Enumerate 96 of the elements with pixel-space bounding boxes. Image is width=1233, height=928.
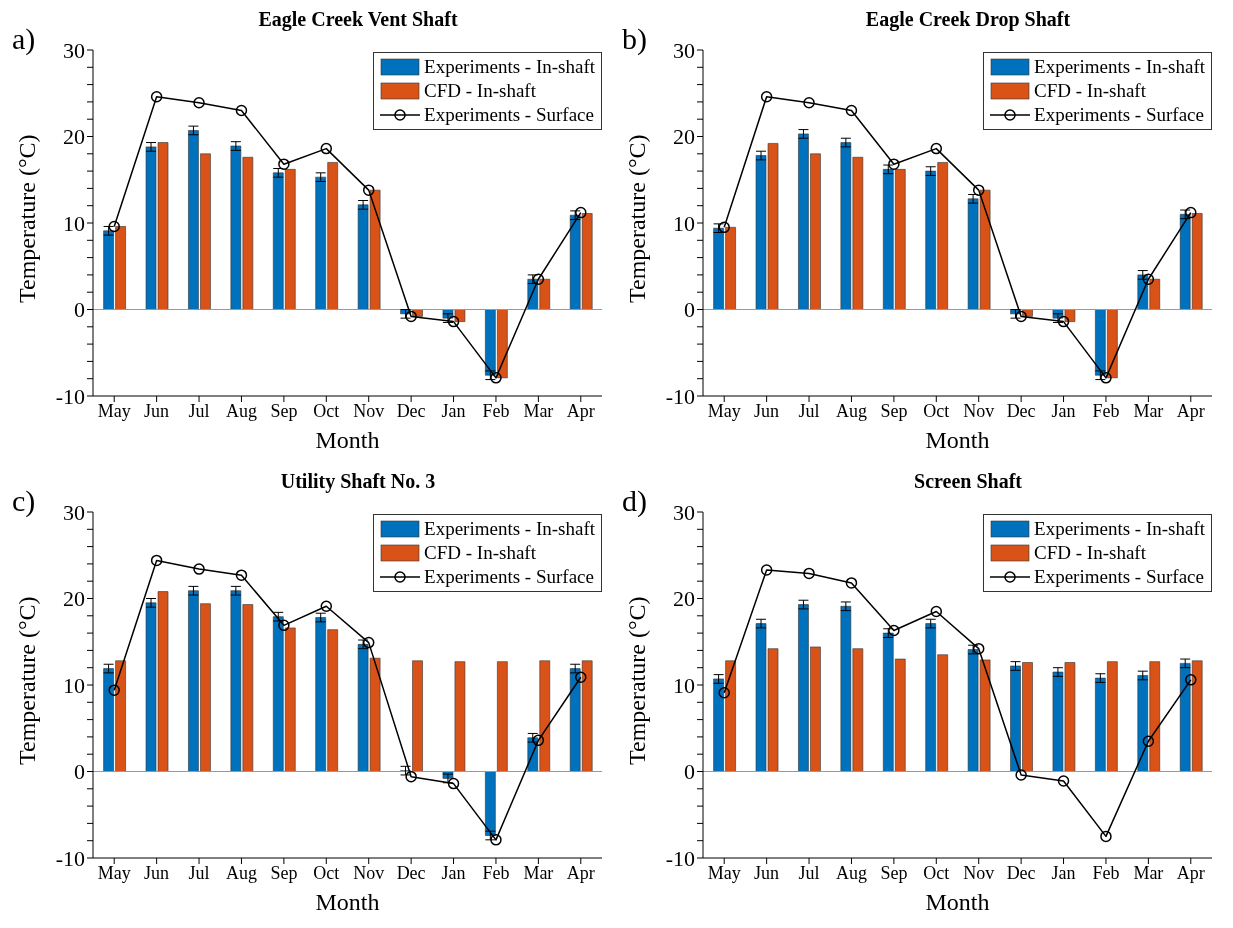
y-tick-label: 10 <box>63 210 85 236</box>
x-tick-label: Jan <box>1051 862 1076 883</box>
x-tick-label: Aug <box>225 862 257 883</box>
y-tick-label: 30 <box>63 499 85 525</box>
x-tick-label: Aug <box>835 862 867 883</box>
y-axis-title: Temperature (°C) <box>13 134 40 303</box>
x-tick-label: Jun <box>144 862 170 883</box>
x-axis-title: Month <box>315 889 380 915</box>
y-axis-title: Temperature (°C) <box>623 596 650 765</box>
y-tick-label: -10 <box>55 383 85 409</box>
chart-title: Eagle Creek Vent Shaft <box>257 8 459 31</box>
x-tick-label: Aug <box>225 400 257 421</box>
x-tick-label: Dec <box>396 400 426 421</box>
x-tick-label: Sep <box>880 400 908 421</box>
x-axis-title: Month <box>315 427 380 453</box>
x-tick-label: Jul <box>798 400 820 421</box>
legend-label: CFD - In-shaft <box>424 541 536 565</box>
x-tick-label: Jul <box>798 862 820 883</box>
legend-label: Experiments - In-shaft <box>1034 55 1205 79</box>
x-tick-label: Jan <box>441 862 466 883</box>
x-axis-title: Month <box>925 427 990 453</box>
legend-label: Experiments - Surface <box>1034 103 1204 127</box>
y-tick-label: 10 <box>63 672 85 698</box>
x-tick-label: Jun <box>754 400 780 421</box>
text: c) <box>12 484 36 518</box>
y-tick-label: 20 <box>63 124 85 150</box>
chart-title: Utility Shaft No. 3 <box>279 470 437 493</box>
x-tick-label: Dec <box>396 862 426 883</box>
x-tick-label: May <box>97 400 131 421</box>
y-tick-label: 10 <box>673 210 695 236</box>
legend-label: Experiments - Surface <box>424 103 594 127</box>
x-tick-label: Jun <box>754 862 780 883</box>
x-tick-label: Dec <box>1006 400 1036 421</box>
x-tick-label: May <box>97 862 131 883</box>
chart-title: Screen Shaft <box>913 470 1023 493</box>
x-tick-label: Oct <box>313 862 340 883</box>
y-tick-label: 30 <box>673 499 695 525</box>
y-tick-label: -10 <box>665 383 695 409</box>
x-tick-label: Oct <box>313 400 340 421</box>
x-tick-label: Nov <box>963 400 995 421</box>
legend-label: Experiments - In-shaft <box>424 517 595 541</box>
x-tick-label: Nov <box>963 862 995 883</box>
x-tick-label: Feb <box>1092 862 1120 883</box>
legend-label: CFD - In-shaft <box>424 79 536 103</box>
legend-label: CFD - In-shaft <box>1034 79 1146 103</box>
text: d) <box>622 484 647 518</box>
y-tick-label: 20 <box>63 586 85 612</box>
x-tick-label: Jul <box>188 862 210 883</box>
x-tick-label: Oct <box>923 862 950 883</box>
x-tick-label: Dec <box>1006 862 1036 883</box>
x-tick-label: Sep <box>270 400 298 421</box>
x-tick-label: Feb <box>1092 400 1120 421</box>
legend-label: Experiments - Surface <box>1034 565 1204 589</box>
x-tick-label: Mar <box>523 862 554 883</box>
x-tick-label: Apr <box>566 400 595 421</box>
legend-label: Experiments - Surface <box>424 565 594 589</box>
y-tick-label: -10 <box>665 845 695 871</box>
x-tick-label: Sep <box>270 862 298 883</box>
x-tick-label: May <box>707 862 741 883</box>
x-tick-label: Jan <box>1051 400 1076 421</box>
x-tick-label: Apr <box>1176 400 1205 421</box>
x-tick-label: Oct <box>923 400 950 421</box>
x-axis-title: Month <box>925 889 990 915</box>
y-tick-label: -10 <box>55 845 85 871</box>
legend-label: CFD - In-shaft <box>1034 541 1146 565</box>
y-tick-label: 30 <box>63 37 85 63</box>
x-tick-label: Jun <box>144 400 170 421</box>
x-tick-label: Nov <box>353 400 385 421</box>
x-tick-label: Mar <box>1133 862 1164 883</box>
y-tick-label: 0 <box>74 759 85 785</box>
legend-label: Experiments - In-shaft <box>424 55 595 79</box>
x-tick-label: Sep <box>880 862 908 883</box>
y-tick-label: 20 <box>673 586 695 612</box>
x-tick-label: Mar <box>1133 400 1164 421</box>
x-tick-label: Feb <box>482 862 510 883</box>
text: a) <box>12 22 36 56</box>
x-tick-label: May <box>707 400 741 421</box>
y-tick-label: 20 <box>673 124 695 150</box>
y-tick-label: 30 <box>673 37 695 63</box>
x-tick-label: Nov <box>353 862 385 883</box>
x-tick-label: Apr <box>1176 862 1205 883</box>
chart-title: Eagle Creek Drop Shaft <box>864 8 1072 31</box>
x-tick-label: Mar <box>523 400 554 421</box>
y-tick-label: 0 <box>684 759 695 785</box>
y-tick-label: 0 <box>74 297 85 323</box>
y-axis-title: Temperature (°C) <box>623 134 650 303</box>
legend-label: Experiments - In-shaft <box>1034 517 1205 541</box>
y-axis-title: Temperature (°C) <box>13 596 40 765</box>
text: b) <box>622 22 647 56</box>
x-tick-label: Jan <box>441 400 466 421</box>
x-tick-label: Feb <box>482 400 510 421</box>
x-tick-label: Aug <box>835 400 867 421</box>
x-tick-label: Apr <box>566 862 595 883</box>
y-tick-label: 0 <box>684 297 695 323</box>
x-tick-label: Jul <box>188 400 210 421</box>
y-tick-label: 10 <box>673 672 695 698</box>
